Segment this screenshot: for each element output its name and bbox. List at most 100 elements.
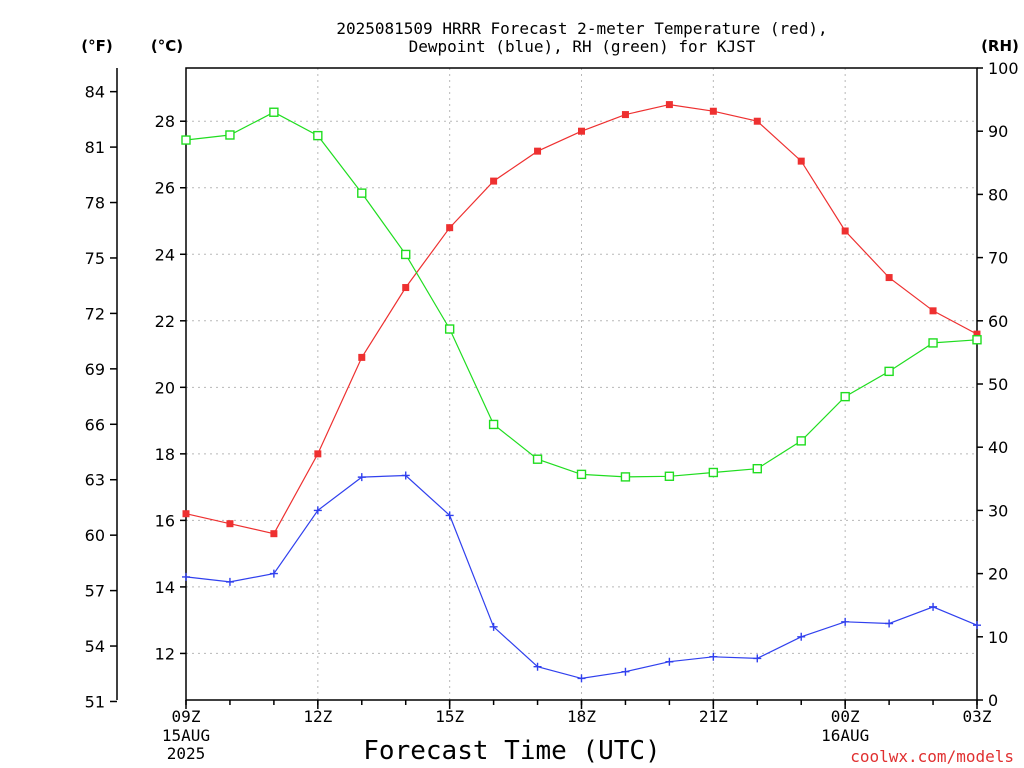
dewpoint-point bbox=[269, 569, 278, 578]
rh-point bbox=[269, 107, 279, 117]
rh-tick-label: 20 bbox=[988, 565, 1008, 584]
plot-frame bbox=[185, 67, 978, 701]
temperature-point bbox=[226, 520, 234, 528]
dewpoint-point bbox=[445, 511, 454, 520]
fahrenheit-tick-label: 51 bbox=[85, 692, 105, 711]
rh-tick-label: 80 bbox=[988, 185, 1008, 204]
temperature-point bbox=[402, 284, 410, 292]
dewpoint-point bbox=[357, 473, 366, 482]
rh-point bbox=[576, 469, 587, 480]
dewpoint-point bbox=[313, 506, 322, 515]
x-tick-label: 21Z bbox=[699, 707, 728, 726]
dewpoint-point bbox=[973, 621, 981, 630]
rh-unit-label: (RH) bbox=[981, 37, 1019, 55]
fahrenheit-tick-label: 60 bbox=[85, 526, 105, 545]
temperature-point bbox=[490, 177, 498, 185]
temperature-point bbox=[314, 450, 322, 458]
rh-point bbox=[532, 454, 543, 464]
temperature-point bbox=[753, 117, 761, 125]
x-tick-label: 15Z bbox=[435, 707, 464, 726]
x-date-label: 2025 bbox=[167, 744, 206, 763]
dewpoint-point bbox=[182, 572, 190, 581]
dewpoint-point bbox=[489, 622, 498, 631]
rh-point bbox=[928, 338, 938, 348]
x-tick-label: 00Z bbox=[831, 707, 860, 726]
celsius-tick-label: 26 bbox=[155, 179, 175, 198]
x-date-label: 16AUG bbox=[821, 726, 869, 745]
temperature-point bbox=[973, 330, 981, 338]
dewpoint-point bbox=[797, 632, 806, 641]
celsius-tick-label: 14 bbox=[155, 578, 175, 597]
rh-tick-label: 60 bbox=[988, 312, 1008, 331]
rh-tick-label: 40 bbox=[988, 438, 1008, 457]
dewpoint-line bbox=[185, 474, 978, 680]
fahrenheit-tick-label: 63 bbox=[85, 471, 105, 490]
temperature-point bbox=[446, 224, 454, 232]
dewpoint-point bbox=[401, 471, 410, 480]
dewpoint-point bbox=[225, 577, 234, 586]
temperature-point bbox=[709, 107, 717, 115]
celsius-tick-label: 20 bbox=[155, 378, 175, 397]
dewpoint-point bbox=[841, 617, 850, 626]
x-tick-label: 03Z bbox=[963, 707, 992, 726]
fahrenheit-unit-label: (°F) bbox=[81, 37, 112, 55]
fahrenheit-tick-label: 81 bbox=[85, 138, 105, 157]
x-tick-label: 18Z bbox=[567, 707, 596, 726]
fahrenheit-tick-label: 72 bbox=[85, 304, 105, 323]
celsius-unit-label: (°C) bbox=[151, 37, 183, 55]
celsius-tick-label: 18 bbox=[155, 445, 175, 464]
celsius-tick-label: 22 bbox=[155, 312, 175, 331]
dewpoint-point bbox=[885, 619, 894, 628]
rh-point bbox=[840, 391, 850, 402]
rh-tick-label: 90 bbox=[988, 122, 1008, 141]
series-layer bbox=[181, 101, 982, 683]
temperature-point bbox=[182, 510, 190, 518]
rh-point bbox=[225, 130, 235, 140]
dewpoint-point bbox=[753, 654, 762, 663]
rh-tick-label: 10 bbox=[988, 628, 1008, 647]
rh-tick-label: 100 bbox=[988, 59, 1019, 78]
rh-point bbox=[972, 335, 982, 345]
x-tick-label: 09Z bbox=[172, 707, 201, 726]
dewpoint-point bbox=[665, 657, 674, 666]
rh-point bbox=[181, 135, 191, 145]
temperature-line bbox=[185, 103, 978, 535]
fahrenheit-tick-label: 54 bbox=[85, 637, 105, 656]
celsius-tick-label: 28 bbox=[155, 112, 175, 131]
dewpoint-point bbox=[577, 674, 586, 683]
rh-point bbox=[401, 249, 411, 260]
temperature-point bbox=[358, 353, 366, 361]
dewpoint-point bbox=[533, 662, 542, 671]
dewpoint-point bbox=[621, 667, 630, 676]
temperature-point bbox=[797, 157, 805, 165]
dewpoint-point bbox=[709, 652, 718, 661]
temperature-point bbox=[534, 147, 542, 155]
celsius-tick-label: 12 bbox=[155, 644, 175, 663]
rh-point bbox=[708, 467, 719, 478]
fahrenheit-tick-label: 69 bbox=[85, 360, 105, 379]
temperature-point bbox=[578, 127, 585, 135]
axes: 12 14 16 18 20 22 24 26 28 51 54 57 60 63 66 69 72 75 78 81… bbox=[85, 59, 1019, 763]
temperature-point bbox=[929, 307, 937, 315]
rh-point bbox=[884, 366, 894, 377]
rh-point bbox=[488, 419, 499, 430]
fahrenheit-tick-label: 66 bbox=[85, 415, 105, 434]
rh-point bbox=[357, 188, 367, 198]
temperature-point bbox=[665, 101, 673, 109]
rh-point bbox=[444, 324, 455, 334]
x-date-label: 15AUG bbox=[162, 726, 210, 745]
rh-point bbox=[664, 471, 675, 481]
rh-point bbox=[752, 463, 762, 474]
fahrenheit-tick-label: 84 bbox=[85, 83, 105, 102]
x-axis-label: Forecast Time (UTC) bbox=[363, 736, 660, 766]
rh-tick-label: 50 bbox=[988, 375, 1008, 394]
temperature-point bbox=[270, 530, 278, 538]
dewpoint-point bbox=[929, 602, 938, 611]
temperature-point bbox=[841, 227, 849, 235]
fahrenheit-tick-label: 78 bbox=[85, 194, 105, 213]
rh-tick-label: 30 bbox=[988, 501, 1008, 520]
rh-tick-label: 0 bbox=[988, 691, 998, 710]
rh-tick-label: 70 bbox=[988, 249, 1008, 268]
x-tick-label: 12Z bbox=[303, 707, 332, 726]
